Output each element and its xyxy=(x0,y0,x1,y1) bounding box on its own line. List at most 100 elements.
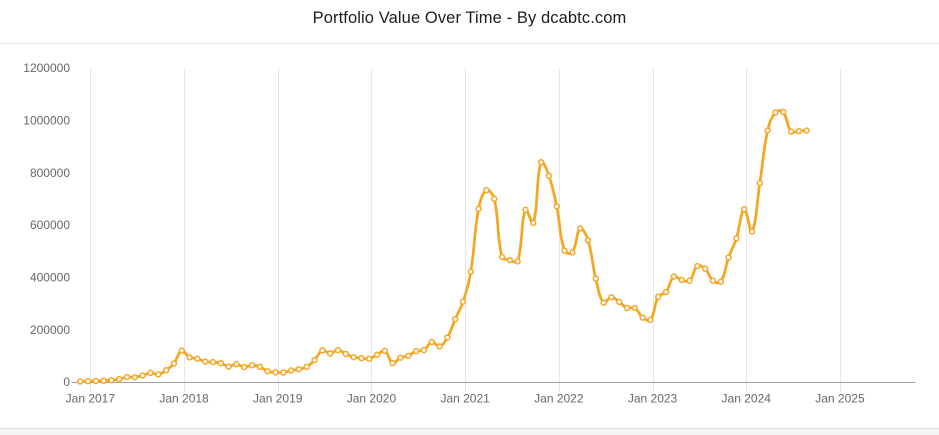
data-point-marker[interactable] xyxy=(530,219,537,227)
data-point-marker[interactable] xyxy=(92,377,100,385)
x-tick-label: Jan 2017 xyxy=(66,392,116,406)
data-point-marker[interactable] xyxy=(537,159,545,166)
data-point-marker[interactable] xyxy=(631,304,639,312)
data-point-marker[interactable] xyxy=(686,277,693,284)
data-point-marker[interactable] xyxy=(522,206,529,214)
data-point-marker[interactable] xyxy=(100,377,107,384)
data-point-marker[interactable] xyxy=(491,195,498,203)
data-point-marker[interactable] xyxy=(616,298,623,306)
data-point-marker[interactable] xyxy=(264,368,271,375)
data-point-marker[interactable] xyxy=(459,298,467,305)
data-point-marker[interactable] xyxy=(569,249,576,256)
data-point-marker[interactable] xyxy=(178,347,185,354)
data-point-marker[interactable] xyxy=(655,293,662,300)
data-point-marker[interactable] xyxy=(764,127,771,134)
data-point-marker[interactable] xyxy=(545,172,553,180)
data-point-marker[interactable] xyxy=(741,206,748,213)
data-point-marker[interactable] xyxy=(287,367,295,374)
data-point-marker[interactable] xyxy=(436,343,443,350)
data-point-marker[interactable] xyxy=(358,354,365,362)
data-point-marker[interactable] xyxy=(123,373,131,381)
data-point-marker[interactable] xyxy=(795,127,803,135)
data-point-marker[interactable] xyxy=(717,278,724,285)
data-point-marker[interactable] xyxy=(209,358,217,366)
data-point-marker[interactable] xyxy=(319,347,326,354)
data-point-marker[interactable] xyxy=(241,363,248,371)
data-point-marker[interactable] xyxy=(248,362,256,369)
data-point-marker[interactable] xyxy=(670,273,678,280)
data-point-marker[interactable] xyxy=(162,367,170,374)
data-point-marker[interactable] xyxy=(77,378,84,385)
data-point-marker[interactable] xyxy=(373,351,381,358)
data-point-marker[interactable] xyxy=(701,265,709,272)
data-point-marker[interactable] xyxy=(170,360,178,367)
data-point-marker[interactable] xyxy=(84,378,92,385)
data-point-marker[interactable] xyxy=(748,228,756,235)
data-point-marker[interactable] xyxy=(553,203,560,210)
data-point-marker[interactable] xyxy=(772,109,779,116)
data-point-marker[interactable] xyxy=(108,376,115,384)
data-point-marker[interactable] xyxy=(326,350,334,357)
data-point-marker[interactable] xyxy=(420,346,428,354)
data-point-marker[interactable] xyxy=(405,352,412,360)
data-point-marker[interactable] xyxy=(428,338,435,346)
data-point-marker[interactable] xyxy=(592,275,599,282)
data-point-marker[interactable] xyxy=(334,346,342,354)
data-point-marker[interactable] xyxy=(256,363,264,371)
data-point-marker[interactable] xyxy=(576,225,584,232)
data-point-marker[interactable] xyxy=(272,369,279,376)
data-point-marker[interactable] xyxy=(694,262,701,270)
data-point-marker[interactable] xyxy=(498,253,506,261)
data-point-marker[interactable] xyxy=(623,304,631,312)
data-point-marker[interactable] xyxy=(295,365,303,373)
data-point-marker[interactable] xyxy=(155,371,162,378)
data-point-marker[interactable] xyxy=(451,316,459,323)
data-point-marker[interactable] xyxy=(350,353,357,361)
data-point-marker[interactable] xyxy=(147,369,154,377)
data-point-marker[interactable] xyxy=(311,356,318,364)
data-point-marker[interactable] xyxy=(217,359,225,367)
x-tick-label: Jan 2021 xyxy=(440,392,490,406)
data-point-marker[interactable] xyxy=(725,254,732,261)
data-point-marker[interactable] xyxy=(444,334,451,341)
data-point-marker[interactable] xyxy=(608,294,615,301)
data-point-marker[interactable] xyxy=(412,347,420,355)
data-point-marker[interactable] xyxy=(201,358,209,365)
data-point-marker[interactable] xyxy=(389,359,396,367)
data-point-marker[interactable] xyxy=(483,186,490,194)
data-point-marker[interactable] xyxy=(225,363,232,370)
data-point-marker[interactable] xyxy=(678,276,685,284)
data-point-marker[interactable] xyxy=(303,363,310,371)
data-point-marker[interactable] xyxy=(342,350,350,358)
data-point-marker[interactable] xyxy=(756,179,764,187)
data-point-marker[interactable] xyxy=(233,361,240,368)
data-point-marker[interactable] xyxy=(397,354,404,361)
data-point-marker[interactable] xyxy=(514,258,521,265)
data-point-marker[interactable] xyxy=(803,127,810,134)
data-point-marker[interactable] xyxy=(381,347,389,355)
data-point-marker[interactable] xyxy=(600,299,607,306)
data-point-marker[interactable] xyxy=(733,235,740,242)
data-point-marker[interactable] xyxy=(467,268,474,275)
data-point-marker[interactable] xyxy=(186,354,193,361)
data-point-marker[interactable] xyxy=(787,128,795,135)
chart-title: Portfolio Value Over Time - By dcabtc.co… xyxy=(312,9,627,27)
data-point-marker[interactable] xyxy=(280,369,287,376)
data-point-marker[interactable] xyxy=(139,372,146,379)
data-point-marker[interactable] xyxy=(131,374,139,381)
y-tick-label: 400000 xyxy=(30,271,70,285)
data-point-marker[interactable] xyxy=(709,277,717,284)
data-point-marker[interactable] xyxy=(780,108,787,116)
y-tick-label: 200000 xyxy=(30,323,70,337)
data-point-marker[interactable] xyxy=(506,256,514,264)
data-point-marker[interactable] xyxy=(561,247,568,254)
data-point-marker[interactable] xyxy=(662,288,670,296)
data-point-marker[interactable] xyxy=(366,355,373,362)
data-point-marker[interactable] xyxy=(584,236,592,244)
data-point-marker[interactable] xyxy=(647,316,654,324)
data-point-marker[interactable] xyxy=(194,355,201,362)
data-point-marker[interactable] xyxy=(116,375,123,383)
data-point-marker[interactable] xyxy=(639,314,646,321)
data-point-marker[interactable] xyxy=(475,205,482,212)
